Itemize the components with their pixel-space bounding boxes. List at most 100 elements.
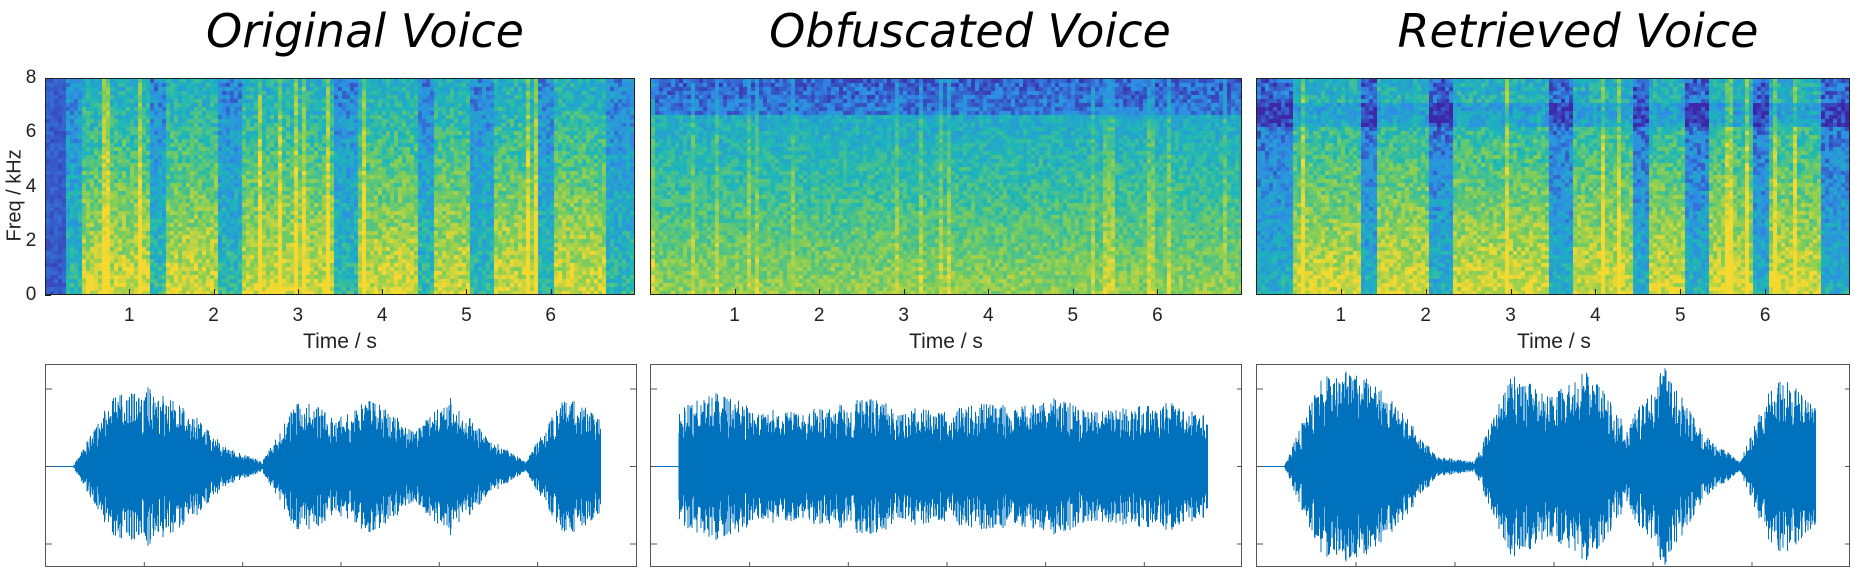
spectrogram-cell (138, 183, 143, 188)
spectrogram-cell (342, 123, 347, 128)
spectrogram-cell (146, 251, 151, 256)
spectrogram-cell (266, 87, 271, 92)
spectrogram-cell (62, 95, 67, 100)
spectrogram-cell (114, 159, 119, 164)
spectrogram-cell (86, 127, 91, 132)
spectrogram-cell (102, 143, 107, 148)
spectrogram-cell (342, 199, 347, 204)
spectrogram-cell (118, 291, 123, 294)
spectrogram-cell (178, 291, 183, 294)
spectrogram-cell (346, 123, 351, 128)
spectrogram-cell (150, 175, 155, 180)
spectrogram-cell (310, 131, 315, 136)
spectrogram-cell (214, 191, 219, 196)
spectrogram-cell (130, 155, 135, 160)
spectrogram-cell (246, 187, 251, 192)
spectrogram-cell (322, 179, 327, 184)
spectrogram-cell (294, 107, 299, 112)
spectrogram-cell (378, 207, 383, 212)
spectrogram-cell (346, 171, 351, 176)
spectrogram-cell (230, 175, 235, 180)
spectrogram-cell (86, 191, 91, 196)
spectrogram-cell (146, 243, 151, 248)
spectrogram-cell (310, 87, 315, 92)
spectrogram-cell (130, 87, 135, 92)
spectrogram-cell (226, 103, 231, 108)
spectrogram-cell (138, 231, 143, 236)
spectrogram-cell (382, 155, 387, 160)
spectrogram-cell (386, 259, 391, 264)
spectrogram-cell (326, 135, 331, 140)
spectrogram-cell (114, 291, 119, 294)
spectrogram-cell (294, 191, 299, 196)
spectrogram-cell (74, 79, 79, 84)
spectrogram-cell (90, 147, 95, 152)
spectrogram-cell (314, 127, 319, 132)
spectrogram-cell (314, 187, 319, 192)
spectrogram-cell (342, 263, 347, 268)
spectrogram-cell (290, 179, 295, 184)
spectrogram-cell (326, 159, 331, 164)
spectrogram-cell (222, 155, 227, 160)
spectrogram-cell (74, 151, 79, 156)
spectrogram-cell (126, 263, 131, 268)
spectrogram-cell (214, 175, 219, 180)
spectrogram-cell (178, 79, 183, 84)
spectrogram-cell (326, 131, 331, 136)
spectrogram-cell (62, 79, 67, 84)
spectrogram-cell (282, 163, 287, 168)
spectrogram-cell (234, 147, 239, 152)
spectrogram-cell (314, 263, 319, 268)
spectrogram-cell (298, 287, 303, 292)
spectrogram-cell (178, 95, 183, 100)
spectrogram-cell (266, 223, 271, 228)
spectrogram-cell (174, 207, 179, 212)
spectrogram-cell (122, 231, 127, 236)
spectrogram-cell (78, 155, 83, 160)
spectrogram-cell (58, 271, 63, 276)
spectrogram-cell (150, 143, 155, 148)
spectrogram-cell (106, 263, 111, 268)
spectrogram-cell (130, 231, 135, 236)
spectrogram-cell (230, 79, 235, 84)
spectrogram-cell (382, 103, 387, 108)
spectrogram-cell (158, 231, 163, 236)
spectrogram-cell (170, 87, 175, 92)
spectrogram-cell (266, 119, 271, 124)
spectrogram-cell (110, 211, 115, 216)
spectrogram-cell (298, 123, 303, 128)
spectrogram-cell (374, 131, 379, 136)
spectrogram-cell (62, 211, 67, 216)
spectrogram-cell (142, 119, 147, 124)
spectrogram-cell (314, 251, 319, 256)
spectrogram-cell (254, 227, 259, 232)
spectrogram-cell (398, 111, 403, 116)
spectrogram-cell (82, 215, 87, 220)
spectrogram-cell (354, 275, 359, 280)
spectrogram-cell (290, 275, 295, 280)
spectrogram-cell (278, 175, 283, 180)
spectrogram-cell (74, 99, 79, 104)
spectrogram-cell (286, 143, 291, 148)
spectrogram-cell (190, 163, 195, 168)
spectrogram-cell (310, 99, 315, 104)
spectrogram-cell (374, 247, 379, 252)
spectrogram-cell (210, 95, 215, 100)
spectrogram-cell (382, 199, 387, 204)
spectrogram-cell (346, 151, 351, 156)
title-obfuscated: Obfuscated Voice (650, 0, 1290, 62)
spectrogram-cell (102, 199, 107, 204)
spectrogram-cell (302, 287, 307, 292)
spectrogram-cell (374, 119, 379, 124)
spectrogram-cell (238, 239, 243, 244)
spectrogram-cell (110, 251, 115, 256)
spectrogram-cell (222, 87, 227, 92)
spectrogram-cell (122, 207, 127, 212)
spectrogram-cell (314, 287, 319, 292)
spectrogram-cell (226, 123, 231, 128)
spectrogram-cell (330, 191, 335, 196)
spectrogram-cell (306, 275, 311, 280)
spectrogram-cell (350, 267, 355, 272)
spectrogram-cell (218, 195, 223, 200)
spectrogram-cell (206, 103, 211, 108)
